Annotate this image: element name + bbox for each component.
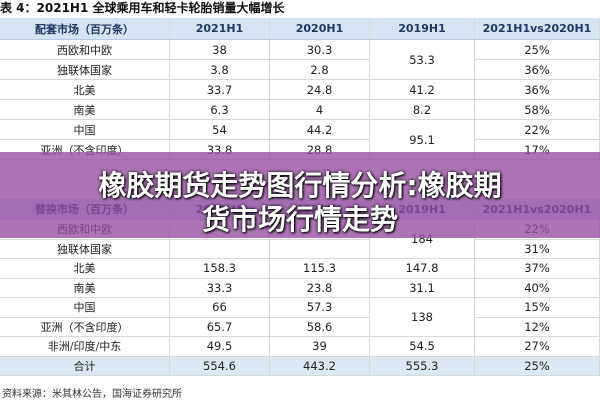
cell: 27% bbox=[475, 337, 600, 357]
overlay-banner bbox=[0, 152, 600, 238]
cell: 4 bbox=[270, 100, 370, 120]
header-cell: 2019H1 bbox=[370, 18, 475, 40]
table-title: 表 4：2021H1 全球乘用车和轻卡轮胎销量大幅增长 bbox=[0, 1, 285, 15]
row-label: 西欧和中欧 bbox=[0, 40, 170, 60]
cell: 66 bbox=[170, 298, 270, 318]
header-cell: 配套市场（百万条） bbox=[0, 18, 170, 40]
row-label: 独联体国家 bbox=[0, 239, 170, 259]
cell: 36% bbox=[475, 80, 600, 100]
header-cell: 2020H1 bbox=[270, 18, 370, 40]
row-label: 北美 bbox=[0, 259, 170, 279]
cell: 23.8 bbox=[270, 278, 370, 298]
row-label: 中国 bbox=[0, 298, 170, 318]
cell: 8.2 bbox=[370, 100, 475, 120]
cell: 41.2 bbox=[370, 80, 475, 100]
header-cell: 2021H1 bbox=[170, 18, 270, 40]
cell: 115.3 bbox=[270, 259, 370, 279]
cell: 31.1 bbox=[370, 278, 475, 298]
cell: 3.8 bbox=[170, 60, 270, 80]
cell: 25% bbox=[475, 356, 600, 376]
cell: 57.3 bbox=[270, 298, 370, 318]
cell: 36% bbox=[475, 60, 600, 80]
row-label: 中国 bbox=[0, 120, 170, 140]
cell: 158.3 bbox=[170, 259, 270, 279]
cell: 22% bbox=[475, 120, 600, 140]
cell: 33.7 bbox=[170, 80, 270, 100]
cell: 58.6 bbox=[270, 317, 370, 337]
cell: 39 bbox=[270, 337, 370, 357]
cell: 30.3 bbox=[270, 40, 370, 60]
row-label: 非洲/印度/中东 bbox=[0, 337, 170, 357]
cell: 443.2 bbox=[270, 356, 370, 376]
cell: 147.8 bbox=[370, 259, 475, 279]
row-label: 南美 bbox=[0, 278, 170, 298]
cell: 15% bbox=[475, 298, 600, 318]
header-cell: 2021H1vs2020H1 bbox=[475, 18, 600, 40]
cell: 54.5 bbox=[370, 337, 475, 357]
cell: 37% bbox=[475, 259, 600, 279]
cell: 138 bbox=[370, 298, 475, 337]
cell: 49.5 bbox=[170, 337, 270, 357]
cell: 554.6 bbox=[170, 356, 270, 376]
banner-text: 货市场行情走势 bbox=[201, 203, 398, 236]
row-label: 南美 bbox=[0, 100, 170, 120]
cell: 40% bbox=[475, 278, 600, 298]
cell: 44.2 bbox=[270, 120, 370, 140]
cell: 24.8 bbox=[270, 80, 370, 100]
cell bbox=[270, 239, 370, 259]
cell bbox=[170, 239, 270, 259]
row-label: 合计 bbox=[0, 356, 170, 376]
row-label: 北美 bbox=[0, 80, 170, 100]
cell: 58% bbox=[475, 100, 600, 120]
cell: 65.7 bbox=[170, 317, 270, 337]
row-label: 独联体国家 bbox=[0, 60, 170, 80]
cell: 2.8 bbox=[270, 60, 370, 80]
row-label: 亚洲（不含印度） bbox=[0, 317, 170, 337]
banner-text: 橡胶期货走势图行情分析:橡胶期 bbox=[98, 169, 502, 202]
cell: 54 bbox=[170, 120, 270, 140]
cell: 555.3 bbox=[370, 356, 475, 376]
cell: 31% bbox=[475, 239, 600, 259]
cell: 25% bbox=[475, 40, 600, 60]
cell: 38 bbox=[170, 40, 270, 60]
cell: 12% bbox=[475, 317, 600, 337]
cell: 6.3 bbox=[170, 100, 270, 120]
cell: 53.3 bbox=[370, 40, 475, 80]
cell: 33.3 bbox=[170, 278, 270, 298]
source-note: 资料来源：米其林公告，国海证券研究所 bbox=[2, 389, 182, 400]
